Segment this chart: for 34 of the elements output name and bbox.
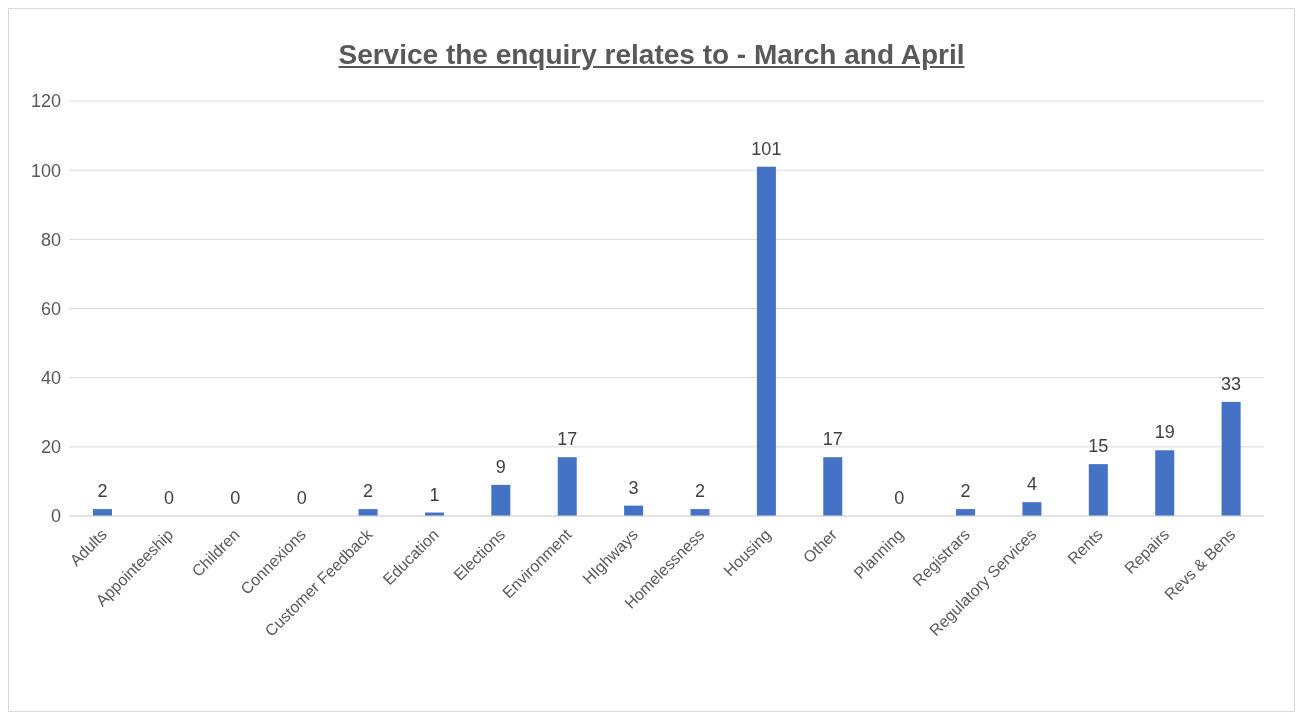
bar bbox=[823, 457, 843, 516]
data-label: 0 bbox=[163, 488, 174, 508]
y-tick-label: 100 bbox=[30, 160, 61, 181]
y-tick-label: 120 bbox=[30, 91, 61, 112]
y-tick-label: 20 bbox=[40, 437, 61, 458]
bar bbox=[1088, 464, 1108, 516]
y-tick-label: 40 bbox=[40, 368, 61, 389]
bar bbox=[1221, 401, 1241, 516]
y-tick-label: 80 bbox=[40, 229, 61, 250]
bar bbox=[1022, 502, 1042, 516]
bar bbox=[1155, 450, 1175, 516]
data-label: 19 bbox=[1154, 422, 1175, 443]
data-label: 15 bbox=[1088, 436, 1109, 457]
data-label: 1 bbox=[429, 484, 440, 505]
bar bbox=[491, 484, 511, 516]
data-label: 4 bbox=[1026, 474, 1037, 495]
data-label: 2 bbox=[363, 481, 374, 502]
data-label: 33 bbox=[1221, 373, 1242, 394]
y-tick-label: 60 bbox=[40, 298, 61, 319]
data-label: 9 bbox=[495, 456, 506, 477]
data-label: 2 bbox=[694, 481, 706, 502]
data-label: 0 bbox=[230, 488, 241, 508]
data-label: 101 bbox=[751, 138, 782, 159]
bar bbox=[756, 166, 776, 516]
data-label: 2 bbox=[960, 481, 971, 502]
data-label: 2 bbox=[97, 481, 108, 502]
data-label: 17 bbox=[822, 429, 843, 450]
bar bbox=[557, 457, 577, 516]
data-label: 17 bbox=[557, 429, 578, 450]
data-label: 0 bbox=[296, 488, 307, 508]
y-tick-label: 0 bbox=[50, 506, 61, 527]
data-label: 0 bbox=[894, 488, 905, 508]
chart-title: Service the enquiry relates to - March and April bbox=[337, 39, 966, 71]
data-label: 3 bbox=[628, 477, 639, 498]
